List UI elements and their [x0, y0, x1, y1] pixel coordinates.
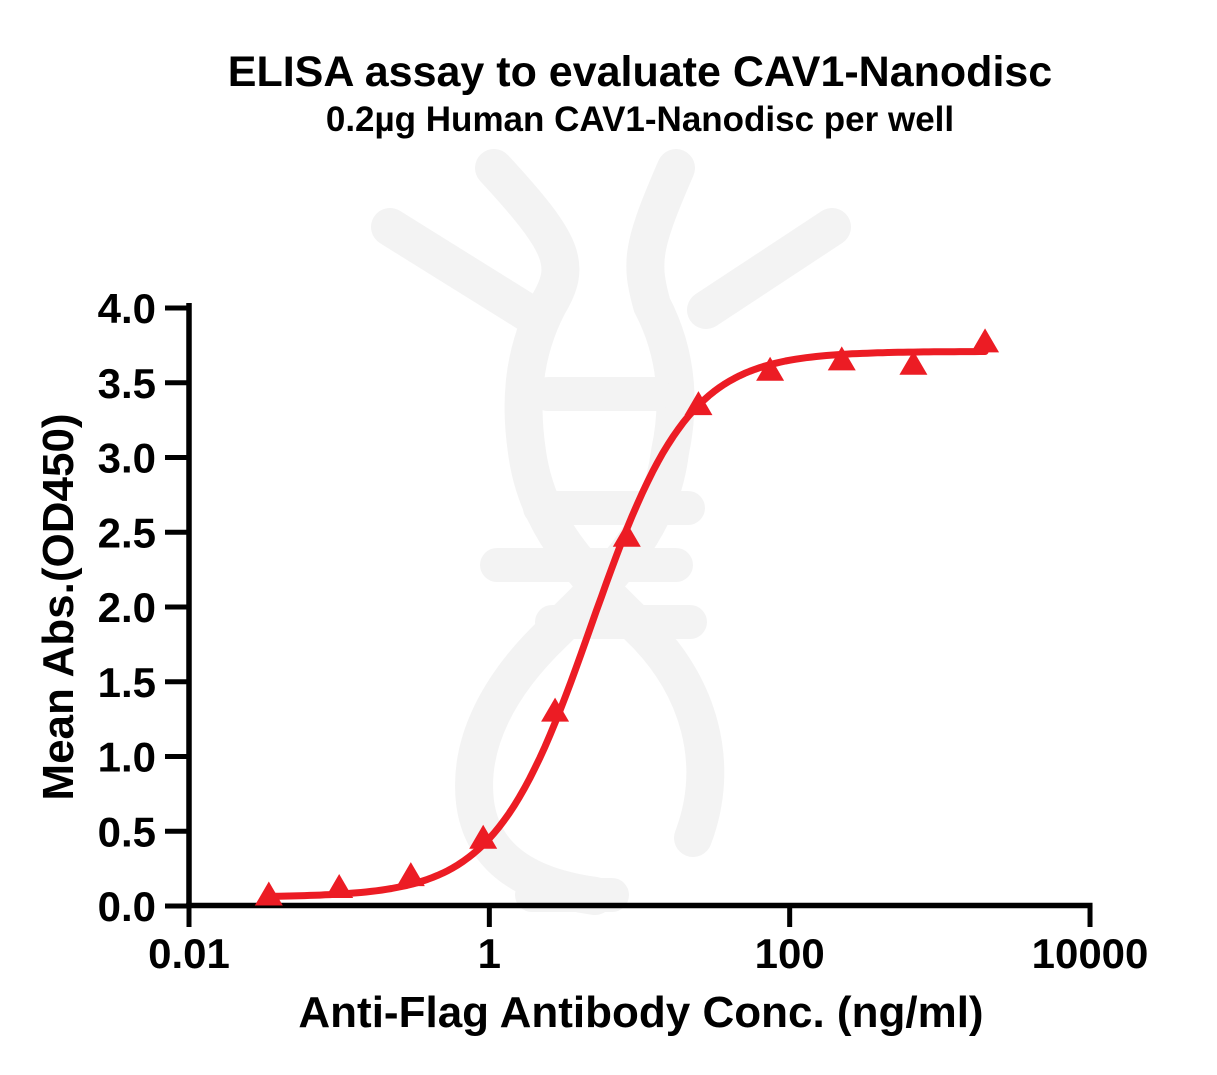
data-point-marker — [612, 522, 641, 547]
plot-area: 0.0 0.5 1.0 1.5 2.0 2.5 3.0 3.5 4.0 0.01 1 100 10000 — [98, 285, 1149, 977]
data-point-marker — [325, 874, 354, 899]
y-tick-label: 2.0 — [98, 584, 156, 631]
y-tick-label: 1.0 — [98, 734, 156, 781]
x-tick-label: 10000 — [1032, 930, 1149, 977]
chart-subtitle: 0.2µg Human CAV1-Nanodisc per well — [326, 100, 954, 139]
data-point-marker — [827, 346, 856, 371]
y-tick-label: 3.0 — [98, 435, 156, 482]
data-point-marker — [756, 356, 785, 381]
data-point-marker — [684, 391, 713, 416]
watermark-strand — [475, 149, 725, 857]
x-tick-label: 1 — [478, 930, 501, 977]
data-point-marker — [469, 824, 498, 849]
data-point-marker — [899, 350, 928, 375]
y-axis-title: Mean Abs.(OD450) — [34, 413, 83, 800]
data-point-marker — [541, 697, 570, 722]
x-axis-title: Anti-Flag Antibody Conc. (ng/ml) — [298, 988, 983, 1037]
y-tick-label: 0.5 — [98, 808, 156, 855]
y-tick-label: 1.5 — [98, 659, 156, 706]
chart-title: ELISA assay to evaluate CAV1-Nanodisc — [228, 48, 1052, 96]
x-tick-label: 0.01 — [148, 930, 230, 977]
y-tick-label: 0.0 — [98, 883, 156, 930]
data-point-marker — [254, 881, 283, 906]
y-tick-label: 2.5 — [98, 509, 156, 556]
data-point-marker — [396, 862, 425, 887]
dna-helix-watermark-icon — [371, 149, 851, 915]
x-tick-label: 100 — [755, 930, 825, 977]
watermark-strand — [371, 208, 547, 332]
data-point-marker — [971, 328, 1000, 353]
watermark-strand — [687, 208, 851, 329]
y-tick-label: 3.5 — [98, 360, 156, 407]
y-tick-label: 4.0 — [98, 285, 156, 332]
